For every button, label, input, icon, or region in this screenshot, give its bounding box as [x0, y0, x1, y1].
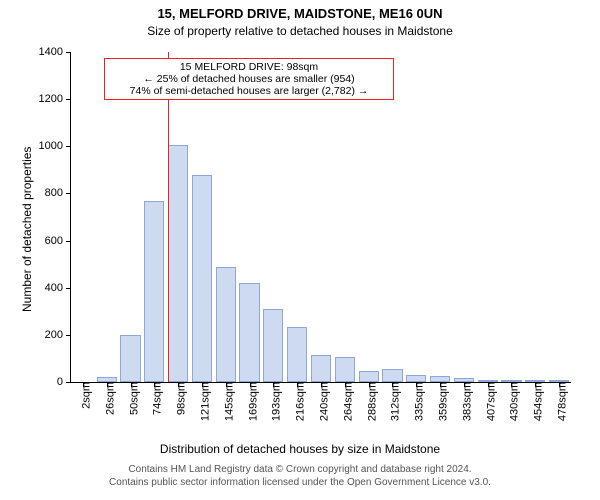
histogram-bar [311, 355, 331, 382]
x-tick-label: 240sqm [312, 382, 331, 421]
histogram-bar [287, 327, 307, 382]
histogram-bar [335, 357, 355, 382]
x-tick-label: 2sqm [73, 382, 92, 409]
histogram-bar [406, 375, 426, 382]
x-tick-label: 288sqm [359, 382, 378, 421]
x-tick-label: 312sqm [383, 382, 402, 421]
annotation-box: 15 MELFORD DRIVE: 98sqm ← 25% of detache… [104, 58, 394, 100]
y-tick-label: 400 [45, 282, 71, 294]
annotation-line-2: ← 25% of detached houses are smaller (95… [109, 73, 389, 85]
annotation-line-3: 74% of semi-detached houses are larger (… [109, 85, 389, 97]
x-tick-label: 383sqm [454, 382, 473, 421]
histogram-bar [192, 175, 212, 382]
x-tick-label: 145sqm [216, 382, 235, 421]
page-subtitle: Size of property relative to detached ho… [0, 24, 600, 38]
x-tick-label: 407sqm [478, 382, 497, 421]
reference-line [168, 52, 169, 382]
y-axis-label: Number of detached properties [20, 147, 34, 312]
y-tick-label: 800 [45, 187, 71, 199]
y-tick-label: 1000 [39, 140, 71, 152]
x-tick-label: 430sqm [502, 382, 521, 421]
x-tick-label: 74sqm [145, 382, 164, 415]
x-tick-label: 478sqm [550, 382, 569, 421]
histogram-bar [120, 335, 140, 382]
annotation-line-1: 15 MELFORD DRIVE: 98sqm [109, 61, 389, 73]
histogram-bar [168, 145, 188, 382]
histogram-bar [382, 369, 402, 382]
x-tick-label: 98sqm [169, 382, 188, 415]
histogram-bar [216, 267, 236, 383]
y-tick-label: 200 [45, 329, 71, 341]
histogram-bar [144, 201, 164, 383]
x-tick-label: 121sqm [192, 382, 211, 421]
histogram-bar [263, 309, 283, 382]
x-tick-label: 26sqm [97, 382, 116, 415]
x-tick-label: 454sqm [526, 382, 545, 421]
x-tick-label: 359sqm [431, 382, 450, 421]
y-tick-label: 600 [45, 235, 71, 247]
histogram-bar [239, 283, 259, 382]
footer-line-2: Contains public sector information licen… [0, 477, 600, 490]
histogram-bar [359, 371, 379, 382]
x-tick-label: 264sqm [335, 382, 354, 421]
x-axis-title: Distribution of detached houses by size … [0, 442, 600, 456]
x-tick-label: 216sqm [288, 382, 307, 421]
x-tick-label: 50sqm [121, 382, 140, 415]
x-tick-label: 193sqm [264, 382, 283, 421]
footer: Contains HM Land Registry data © Crown c… [0, 464, 600, 489]
x-tick-label: 169sqm [240, 382, 259, 421]
y-tick-label: 0 [57, 376, 71, 388]
histogram-plot: 02004006008001000120014002sqm26sqm50sqm7… [70, 52, 571, 383]
footer-line-1: Contains HM Land Registry data © Crown c… [0, 464, 600, 477]
x-tick-label: 335sqm [407, 382, 426, 421]
y-tick-label: 1200 [39, 93, 71, 105]
page-title: 15, MELFORD DRIVE, MAIDSTONE, ME16 0UN [0, 6, 600, 21]
y-tick-label: 1400 [39, 46, 71, 58]
